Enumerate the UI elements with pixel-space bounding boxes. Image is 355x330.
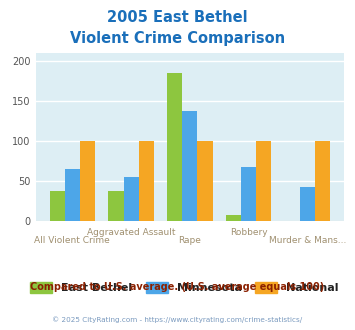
Bar	[315, 141, 330, 221]
Text: Compared to U.S. average. (U.S. average equals 100): Compared to U.S. average. (U.S. average …	[31, 282, 324, 292]
Bar	[256, 141, 272, 221]
Text: Rape: Rape	[179, 236, 201, 245]
Bar	[138, 141, 154, 221]
Text: Violent Crime Comparison: Violent Crime Comparison	[70, 31, 285, 46]
Bar	[182, 111, 197, 221]
Text: © 2025 CityRating.com - https://www.cityrating.com/crime-statistics/: © 2025 CityRating.com - https://www.city…	[53, 317, 302, 323]
Text: All Violent Crime: All Violent Crime	[34, 236, 110, 245]
Bar	[124, 177, 138, 221]
Bar	[65, 169, 80, 221]
Bar	[80, 141, 95, 221]
Text: Murder & Mans...: Murder & Mans...	[269, 236, 346, 245]
Bar	[300, 187, 315, 221]
Text: Robbery: Robbery	[230, 228, 268, 237]
Bar	[241, 167, 256, 221]
Bar	[108, 191, 124, 221]
Bar	[167, 73, 182, 221]
Text: 2005 East Bethel: 2005 East Bethel	[107, 10, 248, 25]
Legend: East Bethel, Minnesota, National: East Bethel, Minnesota, National	[26, 277, 343, 297]
Bar	[226, 215, 241, 221]
Bar	[50, 191, 65, 221]
Bar	[197, 141, 213, 221]
Text: Aggravated Assault: Aggravated Assault	[87, 228, 175, 237]
